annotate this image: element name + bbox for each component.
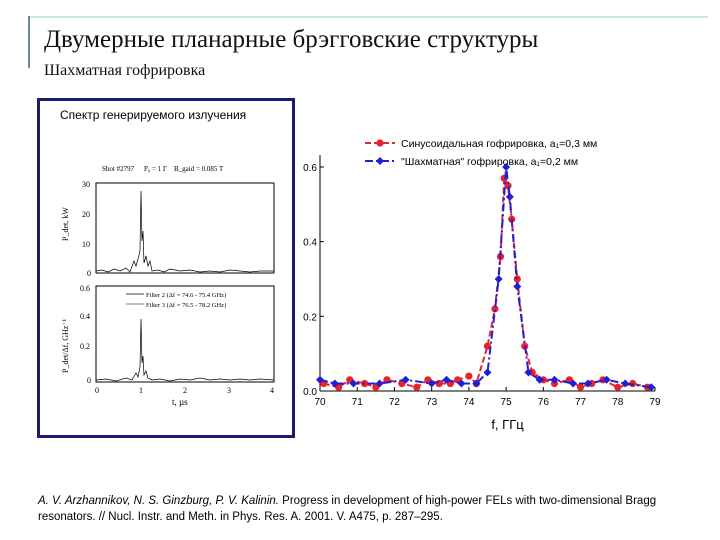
data-point	[524, 368, 533, 377]
x-axis-label: f, ГГц	[491, 417, 524, 432]
spectrum-chart: 0.0 0.2 0.4 0.6 70 71 72 73 74 75 76 77 78 79 Синусои…	[303, 138, 661, 432]
inset-top-tick: 20	[82, 210, 90, 219]
inset-xtick: 4	[270, 386, 274, 395]
reference-citation: A. V. Arzhannikov, N. S. Ginzburg, P. V.…	[38, 493, 708, 525]
data-point	[465, 372, 473, 380]
data-point	[602, 375, 611, 384]
y-tick-label: 0.6	[303, 163, 317, 174]
inset-bguid: B_gaid = 0.085 T	[174, 165, 224, 173]
legend-entry: "Шахматная" гофрировка, a₁=0,2 мм	[401, 156, 578, 168]
inset-filter3: Filter 3 (Δf = 76.5 - 78.2 GHz)	[146, 302, 226, 309]
data-point	[483, 368, 492, 377]
inset-xtick: 1	[139, 386, 143, 395]
inset-bottom-frame	[95, 285, 275, 383]
series-line	[319, 166, 652, 389]
inset-xlabel: t, µs	[172, 397, 188, 407]
inset-bottom-tick: 0.4	[80, 312, 90, 321]
inset-top-trace	[95, 190, 274, 273]
inset-bottom-tick: 0	[87, 376, 91, 385]
slide-title: Двумерные планарные брэгговские структур…	[44, 26, 539, 53]
plot-area: 0.0 0.2 0.4 0.6 70 71 72 73 74 75 76 77 78 79	[303, 155, 661, 408]
x-tick-label: 72	[389, 397, 401, 408]
legend-marker	[376, 157, 384, 165]
inset-shot: Shot #2797	[102, 165, 135, 173]
data-point	[330, 379, 339, 388]
x-tick-label: 70	[314, 397, 326, 408]
data-point	[569, 379, 578, 388]
data-point	[375, 379, 384, 388]
data-point	[494, 275, 503, 283]
inset-top-tick: 10	[82, 240, 90, 249]
reference-text: Progress in development of high-power FE…	[38, 495, 657, 523]
inset-bottom-ylabel: P_det/Δf, GHz⁻¹	[61, 318, 70, 373]
inset-p0: P₀ = 1 Г	[144, 165, 167, 173]
x-tick-label: 78	[612, 397, 624, 408]
inset-xtick: 0	[95, 386, 99, 395]
data-point	[435, 379, 443, 388]
data-point	[401, 375, 410, 384]
data-point	[413, 383, 421, 391]
legend-marker	[376, 139, 384, 147]
inset-top-tick: 0	[87, 269, 91, 278]
data-point	[576, 383, 585, 391]
inset-xtick: 3	[227, 386, 231, 395]
inset-bottom-tick: 0.2	[80, 342, 90, 351]
data-point	[535, 375, 544, 384]
x-tick-label: 77	[575, 397, 587, 408]
x-tick-label: 73	[426, 397, 438, 408]
data-point	[504, 182, 512, 190]
data-point	[483, 342, 492, 350]
legend-entry: Синусоидальная гофрировка, a₁=0,3 мм	[401, 138, 597, 150]
data-point	[457, 379, 466, 388]
data-point	[502, 163, 511, 171]
data-point	[621, 379, 630, 388]
x-tick-label: 71	[352, 397, 364, 408]
title-rule-top	[28, 16, 708, 18]
data-point	[442, 375, 451, 384]
data-point	[647, 383, 656, 392]
inset-bottom-tick: 0.6	[80, 284, 90, 293]
inset-filter2: Filter 2 (Δf = 74.6 - 75.4 GHz)	[146, 292, 226, 299]
series-line	[323, 174, 648, 389]
data-point	[505, 192, 514, 201]
x-tick-label: 79	[649, 397, 661, 408]
x-tick-label: 76	[538, 397, 550, 408]
data-point	[316, 375, 324, 384]
y-tick-label: 0.4	[303, 238, 317, 249]
data-point	[513, 282, 522, 291]
inset-caption: Спектр генерируемого излучения	[60, 108, 247, 122]
y-tick-label: 0.0	[303, 387, 317, 398]
inset-top-frame	[95, 182, 275, 274]
inset-plot: Shot #2797 P₀ = 1 Г B_gaid = 0.085 T P_d…	[61, 165, 275, 407]
inset-top-ylabel: P_det, kW	[61, 207, 70, 241]
inset-bottom-trace	[95, 318, 275, 382]
chart-legend: Синусоидальная гофрировка, a₁=0,3 мм "Шах…	[365, 138, 597, 168]
data-point	[361, 379, 369, 388]
data-point	[584, 379, 592, 388]
inset-panel: Спектр генерируемого излучения Shot #279…	[37, 98, 295, 438]
data-point	[427, 379, 436, 388]
data-point	[491, 305, 499, 313]
data-point	[614, 383, 622, 391]
y-tick-label: 0.2	[303, 312, 317, 323]
data-point	[472, 379, 481, 388]
x-tick-label: 75	[501, 397, 513, 408]
data-point	[550, 375, 559, 384]
title-rule-left	[28, 16, 30, 68]
inset-top-tick: 30	[82, 180, 90, 189]
inset-xtick: 2	[183, 386, 187, 395]
slide-subtitle: Шахматная гофрировка	[44, 62, 206, 79]
x-tick-label: 74	[463, 397, 475, 408]
data-point	[349, 379, 358, 388]
reference-authors: A. V. Arzhannikov, N. S. Ginzburg, P. V.…	[38, 495, 279, 507]
